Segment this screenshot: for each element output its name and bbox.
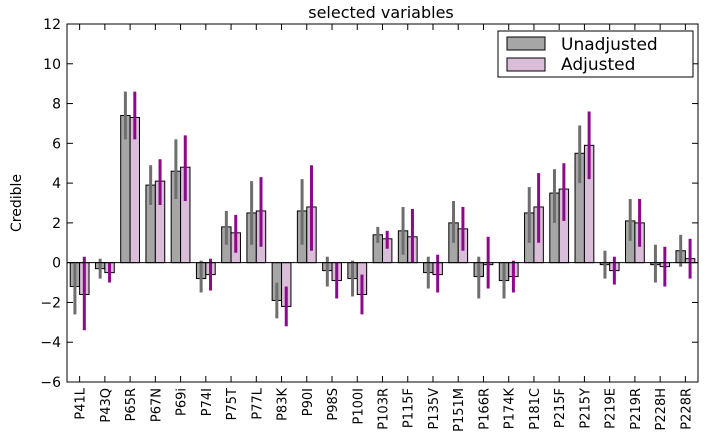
legend: Unadjusted Adjusted bbox=[497, 30, 694, 78]
y-axis-label: Credible bbox=[9, 174, 25, 232]
x-category-label: P151M bbox=[452, 388, 467, 432]
x-category-label: P135V bbox=[427, 388, 442, 430]
y-tick-label: 12 bbox=[43, 17, 61, 33]
legend-swatch-unadjusted bbox=[506, 36, 546, 51]
x-category-label: P43Q bbox=[99, 388, 114, 423]
x-category-label: P75T bbox=[225, 388, 240, 420]
y-tick-label: 10 bbox=[43, 57, 61, 73]
x-category-label: P219E bbox=[604, 388, 619, 429]
x-category-label: P65R bbox=[124, 388, 139, 421]
x-category-label: P181C bbox=[528, 388, 543, 430]
y-tick-label: 8 bbox=[52, 97, 61, 113]
x-category-label: P219R bbox=[629, 388, 644, 430]
x-category-label: P166R bbox=[477, 388, 492, 430]
x-category-label: P83K bbox=[276, 388, 291, 421]
x-category-label: P228R bbox=[679, 388, 694, 430]
x-category-label: P74I bbox=[200, 388, 215, 416]
x-category-label: P215Y bbox=[578, 388, 593, 429]
y-tick-label: 6 bbox=[52, 136, 61, 152]
y-tick-label: −4 bbox=[40, 335, 61, 351]
legend-label-adjusted: Adjusted bbox=[561, 55, 635, 75]
x-category-label: P69i bbox=[175, 388, 190, 416]
x-category-label: P174K bbox=[503, 388, 518, 430]
x-category-label: P77L bbox=[250, 387, 265, 419]
x-category-label: P100I bbox=[351, 388, 366, 425]
x-category-label: P41L bbox=[74, 387, 89, 419]
legend-label-unadjusted: Unadjusted bbox=[561, 35, 658, 55]
y-tick-label: −6 bbox=[40, 375, 61, 391]
y-tick-label: 4 bbox=[52, 176, 61, 192]
x-category-label: P67N bbox=[149, 388, 164, 422]
y-tick-label: 0 bbox=[52, 256, 61, 272]
x-category-label: P215F bbox=[553, 388, 568, 428]
y-tick-label: −2 bbox=[40, 295, 61, 311]
x-category-label: P98S bbox=[326, 388, 341, 421]
y-tick-label: 2 bbox=[52, 216, 61, 232]
x-category-label: P228H bbox=[654, 388, 669, 430]
legend-swatch-adjusted bbox=[506, 57, 546, 72]
x-category-label: P90I bbox=[301, 388, 316, 416]
x-category-label: P103R bbox=[377, 388, 392, 430]
chart-title: selected variables bbox=[308, 3, 454, 22]
x-category-label: P115F bbox=[402, 388, 417, 428]
